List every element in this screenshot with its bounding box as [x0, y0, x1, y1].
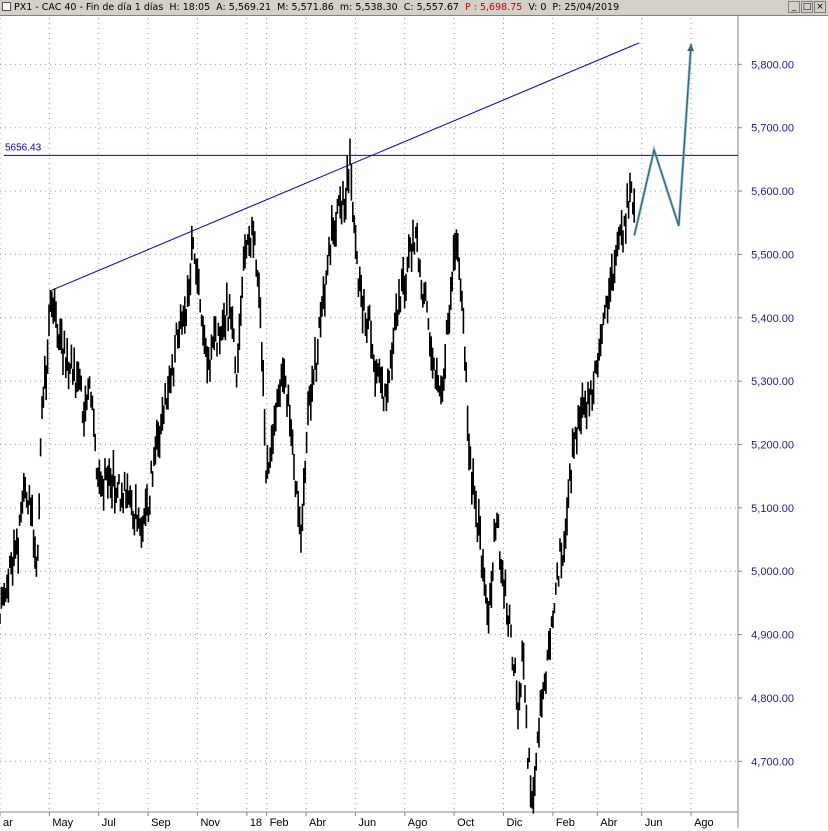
quote-high: 5,571.86	[291, 2, 334, 13]
x-tick-label: Abr	[309, 817, 326, 829]
y-tick-label: 4,900.00	[751, 630, 794, 642]
x-tick-label: Feb	[270, 817, 289, 829]
trend-line	[49, 42, 640, 292]
quote-open: 5,569.21	[228, 2, 272, 13]
maximize-button[interactable]: □	[801, 1, 813, 13]
y-tick-label: 5,200.00	[751, 440, 794, 452]
y-tick-label: 5,300.00	[751, 376, 794, 388]
x-tick-label: Nov	[200, 817, 220, 829]
y-tick-label: 5,400.00	[751, 313, 794, 325]
close-button[interactable]: ×	[814, 1, 826, 13]
x-tick-label: Abr	[600, 817, 617, 829]
y-tick-label: 4,700.00	[751, 756, 794, 768]
y-tick-label: 5,800.00	[751, 59, 794, 71]
price-bars	[0, 138, 636, 814]
x-tick-label: Oct	[457, 817, 474, 829]
y-tick-label: 5,700.00	[751, 123, 794, 135]
x-tick-label: ar	[3, 817, 13, 829]
x-tick-label: Feb	[556, 817, 575, 829]
minimize-button[interactable]: _	[788, 1, 800, 13]
quote-hour: 18:05	[182, 2, 211, 13]
quote-date: 25/04/2019	[564, 2, 620, 13]
x-tick-label: Ago	[694, 817, 714, 829]
x-tick-label: Jul	[102, 817, 116, 829]
quote-low: 5,538.30	[355, 2, 398, 13]
price-chart[interactable]: 4,700.00 4,800.00 4,900.00 5,000.00 5,100.00…	[0, 16, 828, 831]
projection-arrowhead	[687, 44, 695, 52]
x-tick-label: Sep	[151, 817, 171, 829]
resistance-label: 5656.43	[5, 142, 42, 153]
quote-volume: 0	[540, 2, 547, 13]
projection-path	[633, 44, 692, 236]
x-tick-label: May	[52, 817, 73, 829]
x-tick-label: 18	[250, 817, 262, 829]
y-tick-label: 5,000.00	[751, 566, 794, 578]
quote-price: 5,698.75	[479, 2, 523, 13]
chart-title-bar[interactable]: PX1 - CAC 40 - Fin de día 1 días H: 18:0…	[0, 0, 828, 16]
y-tick-label: 4,800.00	[751, 693, 794, 705]
x-tick-label: Dic	[507, 817, 523, 829]
x-tick-label: Jun	[358, 817, 376, 829]
projection-shadow	[632, 43, 693, 236]
chart-window-icon	[2, 2, 11, 11]
symbol-title: PX1 - CAC 40 - Fin de día 1 días	[14, 2, 164, 13]
y-tick-label: 5,100.00	[751, 503, 794, 515]
x-tick-label: Ago	[408, 817, 428, 829]
y-tick-label: 5,600.00	[751, 186, 794, 198]
quote-close: 5,557.67	[416, 2, 459, 13]
x-tick-label: Jun	[645, 817, 663, 829]
y-tick-label: 5,500.00	[751, 249, 794, 261]
